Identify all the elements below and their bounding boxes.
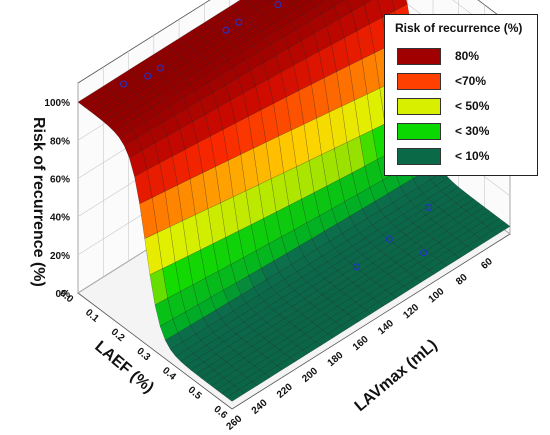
y-tick-label: 200 <box>300 366 320 385</box>
legend-swatch <box>397 97 441 115</box>
y-tick-label: 80 <box>454 272 470 288</box>
legend: Risk of recurrence (%) 80% <70% < 50% < … <box>384 14 538 176</box>
legend-title: Risk of recurrence (%) <box>395 21 523 35</box>
legend-label: < 30% <box>455 124 490 138</box>
y-tick-label: 220 <box>275 381 295 400</box>
surface-cell <box>314 333 334 347</box>
data-point <box>235 18 243 26</box>
z-tick-label: 40% <box>50 213 70 224</box>
legend-label: 80% <box>455 49 480 63</box>
x-tick-label: 0.2 <box>109 327 127 345</box>
x-tick-label: 0.6 <box>211 404 229 422</box>
x-tick-label: 0.3 <box>134 346 152 364</box>
x-axis-label: LAEF (%) <box>91 338 156 397</box>
data-point <box>222 26 230 34</box>
z-tick-label: 80% <box>50 136 70 147</box>
legend-swatch <box>397 72 441 90</box>
data-point <box>274 1 282 9</box>
data-points <box>120 1 432 271</box>
surface-cell <box>266 0 275 3</box>
surface-cell <box>246 0 264 7</box>
legend-swatch <box>397 147 441 165</box>
y-axis-label: LAVmax (mL) <box>352 337 441 416</box>
legend-item-80: 80% <box>397 47 479 65</box>
y-tick-label: 140 <box>376 318 396 337</box>
y-tick-label: 60 <box>479 256 495 272</box>
data-point <box>424 203 432 211</box>
legend-label: <70% <box>455 74 487 88</box>
z-tick-label: 100% <box>44 98 70 109</box>
data-point <box>352 263 360 271</box>
legend-label: < 50% <box>455 99 490 113</box>
legend-item-30: < 30% <box>397 122 489 140</box>
x-tick-label: 0.4 <box>160 365 178 383</box>
legend-label: < 10% <box>455 149 490 163</box>
legend-swatch <box>397 122 441 140</box>
y-tick-label: 240 <box>250 397 270 416</box>
x-tick-label: 0.5 <box>186 385 204 403</box>
data-point <box>420 249 428 257</box>
legend-item-10: < 10% <box>397 147 489 165</box>
z-tick-label: 60% <box>50 175 70 186</box>
surface-cell <box>226 389 246 402</box>
y-tick-label: 100 <box>427 286 447 305</box>
z-axis-ticks: 0% 20% 40% 60% 80% 100% <box>44 98 70 300</box>
legend-swatch <box>397 47 441 65</box>
z-tick-label: 20% <box>50 251 70 262</box>
data-point <box>156 64 164 72</box>
data-point <box>120 80 128 88</box>
z-axis-label: Risk of recurrence (%) <box>30 117 47 287</box>
y-tick-label: 160 <box>351 334 371 353</box>
surface-cell <box>362 0 373 5</box>
legend-item-70: <70% <box>397 72 486 90</box>
z-tick-label: 0% <box>56 289 71 300</box>
data-point <box>385 235 393 243</box>
y-tick-label: 180 <box>326 350 346 369</box>
legend-item-50: < 50% <box>397 97 489 115</box>
x-tick-label: 0.1 <box>83 307 101 325</box>
y-tick-label: 120 <box>401 302 421 321</box>
data-point <box>144 72 152 80</box>
y-tick-label: 260 <box>224 413 244 432</box>
